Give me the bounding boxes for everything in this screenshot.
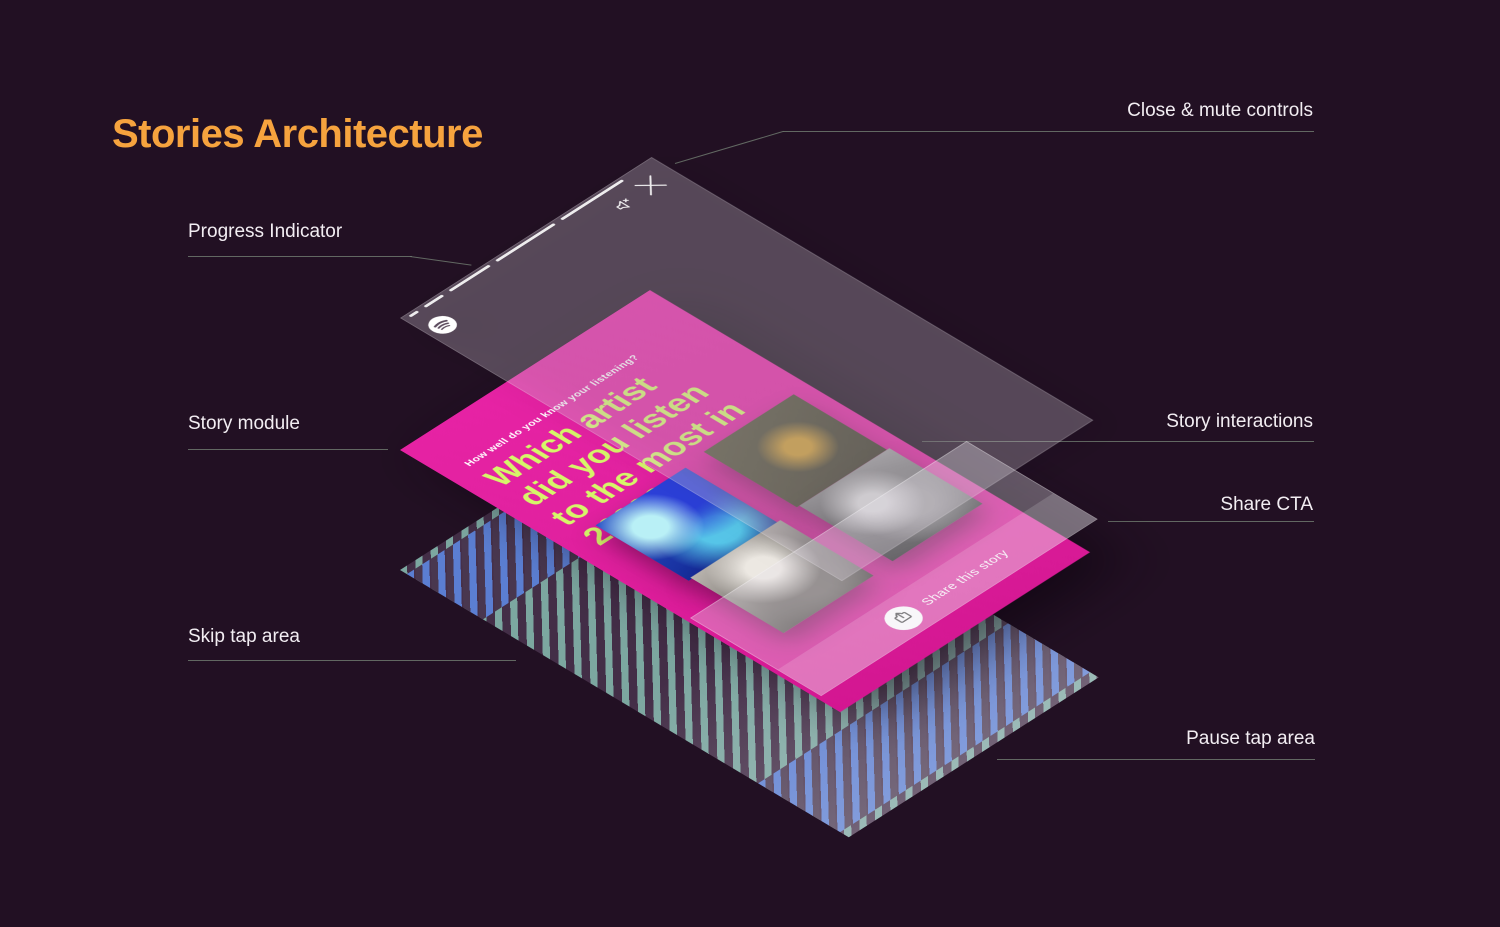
share-button[interactable] [876, 601, 931, 635]
progress-segment [408, 310, 420, 318]
close-icon[interactable] [629, 172, 677, 202]
label-pause-tap-area: Pause tap area [1186, 728, 1315, 749]
progress-segment [423, 294, 445, 308]
leader-line-close-mute [783, 131, 1314, 132]
leader-line-pause [997, 759, 1315, 760]
leader-line-share-cta [1108, 521, 1314, 522]
label-skip-tap-area: Skip tap area [188, 626, 300, 647]
leader-line-progress-diagonal [409, 256, 472, 266]
leader-line-story-module [188, 449, 388, 450]
leader-line-progress [188, 256, 412, 257]
label-progress-indicator: Progress Indicator [188, 221, 343, 242]
story-module-layer: How well do you know your listening? Whi… [400, 290, 1091, 713]
spotify-logo-icon [421, 311, 469, 341]
leader-line-story-interactions [922, 441, 1314, 442]
label-close-mute-controls: Close & mute controls [1127, 100, 1313, 121]
progress-segment [448, 264, 491, 292]
page-title: Stories Architecture [112, 112, 483, 156]
progress-indicator [408, 179, 625, 318]
label-story-interactions: Story interactions [1166, 411, 1313, 432]
label-story-module: Story module [188, 413, 300, 434]
progress-segment [495, 223, 556, 262]
leader-line-close-mute-diagonal [674, 130, 784, 164]
story-interactions-layer[interactable] [400, 157, 1094, 582]
share-icon [887, 608, 920, 628]
leader-line-skip [188, 660, 516, 661]
mute-icon[interactable] [605, 193, 647, 219]
label-share-cta: Share CTA [1220, 494, 1313, 515]
